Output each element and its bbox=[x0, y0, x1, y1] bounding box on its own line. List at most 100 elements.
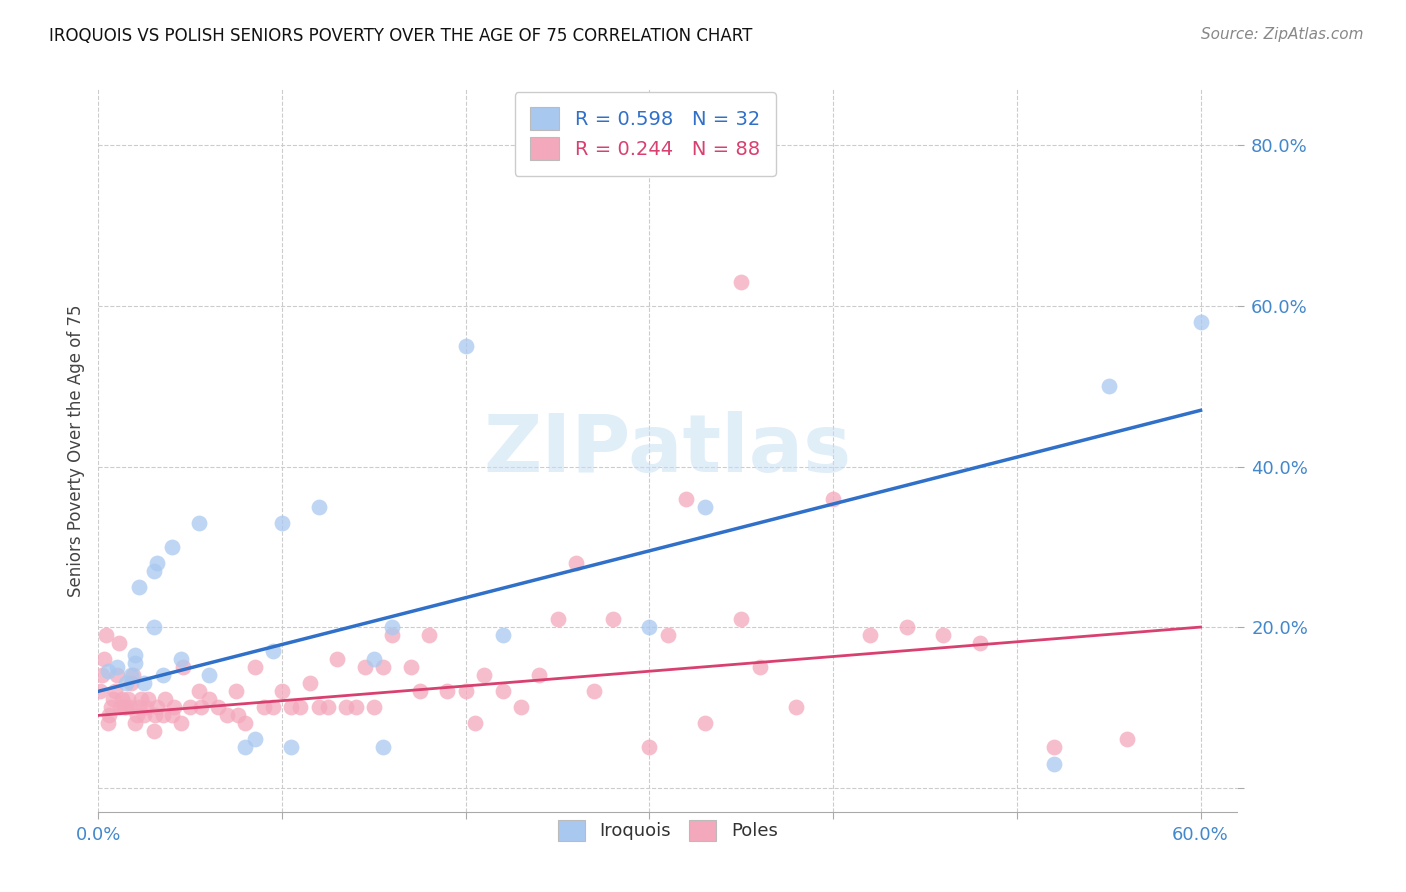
Point bbox=[124, 648, 146, 662]
Point bbox=[134, 676, 156, 690]
Point bbox=[226, 708, 249, 723]
Point bbox=[129, 692, 152, 706]
Point bbox=[638, 740, 661, 755]
Point bbox=[107, 636, 129, 650]
Point bbox=[693, 500, 716, 514]
Y-axis label: Seniors Poverty Over the Age of 75: Seniors Poverty Over the Age of 75 bbox=[66, 304, 84, 597]
Point bbox=[110, 700, 132, 714]
Point bbox=[399, 660, 422, 674]
Point bbox=[785, 700, 807, 714]
Point bbox=[464, 716, 486, 731]
Point bbox=[547, 612, 569, 626]
Point bbox=[142, 564, 165, 578]
Point bbox=[583, 684, 606, 698]
Point bbox=[98, 708, 121, 723]
Point bbox=[409, 684, 432, 698]
Point bbox=[152, 708, 174, 723]
Point bbox=[823, 491, 845, 506]
Point bbox=[94, 628, 117, 642]
Point bbox=[262, 644, 284, 658]
Point bbox=[730, 612, 752, 626]
Point bbox=[491, 628, 513, 642]
Point bbox=[693, 716, 716, 731]
Point bbox=[207, 700, 229, 714]
Point bbox=[602, 612, 624, 626]
Point bbox=[638, 620, 661, 634]
Point bbox=[271, 684, 294, 698]
Point bbox=[160, 708, 183, 723]
Point bbox=[491, 684, 513, 698]
Point bbox=[115, 676, 138, 690]
Point bbox=[675, 491, 697, 506]
Point bbox=[1042, 740, 1064, 755]
Point bbox=[111, 692, 134, 706]
Point bbox=[280, 700, 302, 714]
Point bbox=[190, 700, 212, 714]
Point bbox=[454, 339, 477, 353]
Point bbox=[235, 716, 257, 731]
Point bbox=[344, 700, 367, 714]
Point bbox=[565, 556, 588, 570]
Point bbox=[142, 620, 165, 634]
Point bbox=[326, 652, 349, 666]
Point bbox=[163, 700, 186, 714]
Point bbox=[363, 652, 385, 666]
Point bbox=[335, 700, 357, 714]
Point bbox=[136, 692, 159, 706]
Point bbox=[1042, 756, 1064, 771]
Point bbox=[97, 716, 120, 731]
Point bbox=[1116, 732, 1139, 747]
Legend: Iroquois, Poles: Iroquois, Poles bbox=[548, 811, 787, 850]
Point bbox=[121, 668, 143, 682]
Point bbox=[97, 664, 120, 679]
Point bbox=[730, 275, 752, 289]
Point bbox=[134, 708, 156, 723]
Point bbox=[121, 676, 143, 690]
Point bbox=[104, 684, 127, 698]
Point bbox=[188, 684, 211, 698]
Point bbox=[748, 660, 770, 674]
Point bbox=[118, 700, 141, 714]
Point bbox=[125, 708, 148, 723]
Point bbox=[371, 740, 394, 755]
Point bbox=[1098, 379, 1121, 393]
Point bbox=[454, 684, 477, 698]
Point bbox=[235, 740, 257, 755]
Point bbox=[197, 692, 219, 706]
Point bbox=[381, 628, 404, 642]
Text: Source: ZipAtlas.com: Source: ZipAtlas.com bbox=[1201, 27, 1364, 42]
Point bbox=[188, 516, 211, 530]
Point bbox=[932, 628, 955, 642]
Point bbox=[197, 668, 219, 682]
Point bbox=[271, 516, 294, 530]
Point bbox=[135, 700, 157, 714]
Point bbox=[529, 668, 551, 682]
Point bbox=[117, 692, 139, 706]
Point bbox=[160, 540, 183, 554]
Point bbox=[105, 668, 128, 682]
Point bbox=[170, 652, 193, 666]
Point bbox=[93, 652, 115, 666]
Point bbox=[128, 700, 150, 714]
Point bbox=[896, 620, 918, 634]
Point bbox=[1189, 315, 1212, 329]
Point bbox=[308, 700, 330, 714]
Point bbox=[112, 700, 135, 714]
Point bbox=[308, 500, 330, 514]
Point bbox=[243, 732, 266, 747]
Point bbox=[316, 700, 339, 714]
Point bbox=[124, 716, 146, 731]
Point bbox=[363, 700, 385, 714]
Point bbox=[128, 580, 150, 594]
Point bbox=[105, 660, 128, 674]
Point bbox=[152, 668, 174, 682]
Point bbox=[101, 692, 124, 706]
Point bbox=[290, 700, 312, 714]
Point bbox=[215, 708, 238, 723]
Point bbox=[170, 716, 193, 731]
Point bbox=[262, 700, 284, 714]
Point bbox=[89, 684, 111, 698]
Point bbox=[91, 668, 114, 682]
Text: ZIPatlas: ZIPatlas bbox=[484, 411, 852, 490]
Point bbox=[969, 636, 991, 650]
